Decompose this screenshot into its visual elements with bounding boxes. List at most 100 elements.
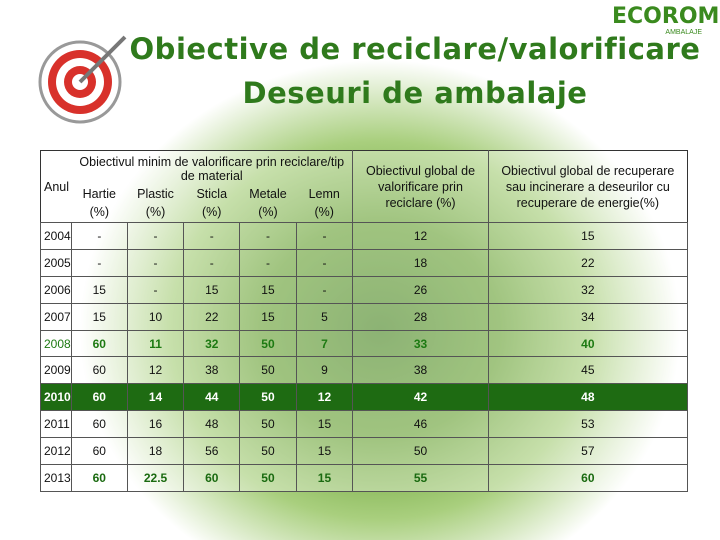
table-cell: 42 [352,383,489,412]
table-cell: 26 [352,275,489,304]
table-cell: 15 [295,437,354,466]
table-cell: 44 [183,383,241,412]
table-cell: 22 [487,248,689,277]
table-body: 2004- - - - -12 15 2005- - - - -18 22 2006 15-15 15-26… [40,222,689,492]
table-cell: 11 [126,329,185,358]
table-cell: 50 [239,464,297,492]
table-cell: - [239,222,297,250]
table-cell: 2010 [40,383,72,412]
table-cell: - [295,275,354,304]
table-cell: 60 [70,410,128,439]
table-cell: 32 [183,329,241,358]
table-cell: 50 [239,329,297,358]
table-cell: 15 [295,464,354,492]
table-row: 2004- - - - -12 15 [40,222,689,250]
table-cell: 22.5 [126,464,185,492]
table-cell: 12 [352,222,489,250]
header-cell: Obiectivul global de recuperare sau inci… [487,150,688,223]
table-cell: - [126,222,185,250]
table-cell: 50 [352,437,489,466]
table-cell: 15 [487,222,689,250]
table-cell: 2005 [40,248,72,277]
header-cell: Lemn (%) [296,184,353,223]
header-row: Anul Obiectivul minim de valorificare pri… [41,150,688,223]
table-cell: 5 [295,302,354,331]
table-cell: 60 [70,464,128,492]
logo-sub: AMBALAJE [665,29,702,36]
table-cell: - [295,248,354,277]
table-cell: 22 [183,302,241,331]
table-cell: 15 [239,302,297,331]
material-label: Hartie (%) [82,187,116,219]
header-cell: Anul [44,179,70,194]
table-cell: 45 [487,356,689,385]
table-cell: 50 [239,383,297,412]
table-cell: 60 [487,464,689,492]
table-cell: 60 [70,356,128,385]
header-cell: Sticla (%) [184,184,240,223]
objectives-table: Anul Obiectivul minim de valorificare pri… [40,150,689,492]
table-cell: - [295,222,354,250]
table-cell: 60 [183,464,241,492]
table-cell: 2004 [40,222,72,250]
table-cell: 50 [239,410,297,439]
logo-name: ECOROM [612,4,720,29]
table-cell: 15 [70,302,128,331]
table-cell: 12 [295,383,354,412]
table-cell: 55 [352,464,489,492]
table-cell: 53 [487,410,689,439]
table-cell: 2009 [40,356,72,385]
table-row: 2013 60 22.5 60 50 15 55 60 [40,464,689,492]
table-cell: 18 [352,248,489,277]
table-cell: - [70,222,128,250]
header-row: Hartie (%) Plastic (%) Sticla (%) Metale (%… [41,184,688,223]
table-head: Anul Obiectivul minim de valorificare pri… [41,150,688,223]
table-cell: 15 [295,410,354,439]
table-cell: 50 [239,437,297,466]
table-cell: 38 [183,356,241,385]
material-label: Lemn (%) [308,187,340,219]
table-row: 2008 60 11 32 50 7 33 40 [40,329,689,358]
table-cell: 14 [126,383,185,412]
table-cell: - [183,248,241,277]
table-cell: 2008 [40,329,72,358]
table-cell: 2006 [40,275,72,304]
table-cell: 15 [70,275,128,304]
table-cell: 15 [239,275,297,304]
table-cell: 48 [487,383,689,412]
table-cell: 10 [126,302,185,331]
table-cell: 18 [126,437,185,466]
table-cell: 7 [295,329,354,358]
table-cell: 28 [352,302,489,331]
table-row: 2010 60 14 44 50 12 42 48 [40,383,689,412]
table-row: 2006 15-15 15-26 32 [40,275,689,304]
table-cell: 40 [487,329,689,358]
table-cell: - [126,275,185,304]
table-row: 2007 15 10 22 15 5 28 34 [40,302,689,331]
table-cell: 56 [183,437,241,466]
table-cell: 16 [126,410,185,439]
material-label: Metale (%) [249,187,287,219]
header-cell: Obiectivul global de valorificare prin r… [352,150,489,223]
table-cell: 48 [183,410,241,439]
header-cell: Metale (%) [240,184,296,223]
table-cell: 34 [487,302,689,331]
table-row: 2005- - - - -18 22 [40,248,689,277]
table-row: 2009 60 12 38 50 9 38 45 [40,356,689,385]
table-row: 2012 60 18 56 50 15 50 57 [40,437,689,466]
table-cell: 50 [239,356,297,385]
table-cell: 60 [70,437,128,466]
table-cell: 2007 [40,302,72,331]
table-cell: - [183,222,241,250]
target-icon [38,35,127,124]
title: Deseuri de ambalaje [242,76,588,110]
table-cell: 2013 [40,464,72,492]
table-cell: 57 [487,437,689,466]
material-label: Plastic (%) [137,187,174,219]
header-cell: Plastic (%) [127,184,183,223]
table-cell: 60 [70,329,128,358]
table-cell: - [70,248,128,277]
logo: ECOROM AMBALAJE [612,4,720,36]
header-cell: Hartie (%) [71,184,127,223]
